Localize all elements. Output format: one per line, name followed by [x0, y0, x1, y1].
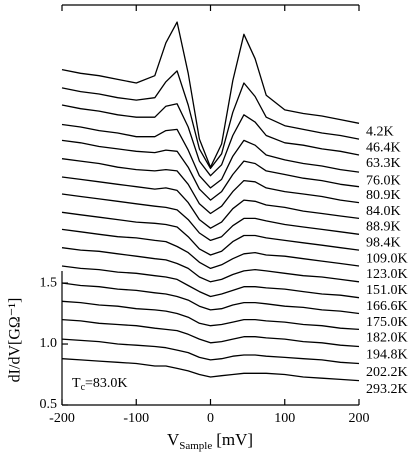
spectrum-curve [61, 282, 360, 315]
curve-label: 109.0K [366, 251, 408, 266]
curve-label: 80.9K [366, 188, 401, 203]
curve-label: 123.0K [366, 267, 408, 282]
spectrum-curve [61, 318, 360, 348]
curve-label: 84.0K [366, 204, 401, 219]
curve-label: 88.9K [366, 220, 401, 235]
y-tick-label: 1.5 [40, 275, 58, 290]
curve-label: 4.2K [366, 125, 394, 140]
spectrum-curve [61, 123, 360, 189]
spectrum-curve [61, 21, 360, 168]
curve-label: 76.0K [366, 173, 401, 188]
y-tick-label: 0.5 [40, 397, 58, 412]
x-label-main: V [167, 430, 180, 449]
spectrum-curve [61, 70, 360, 170]
y-tick-label: 1.0 [40, 336, 58, 351]
curve-label: 175.0K [366, 315, 408, 330]
curve-label: 151.0K [366, 283, 408, 298]
x-tick-label: -200 [49, 411, 75, 426]
spectrum-curve [61, 338, 360, 365]
x-tick-label: -100 [123, 411, 149, 426]
annotation-main: T [72, 376, 81, 391]
annotation-rest: =83.0K [85, 376, 128, 391]
spectrum-curve [61, 211, 360, 256]
x-tick-label: 100 [274, 411, 295, 426]
y-axis-label: dI/dV[GΩ⁻¹] [7, 298, 24, 383]
spectrum-curve [61, 247, 360, 283]
x-tick-label: 0 [207, 411, 214, 426]
spectrum-curve [61, 176, 360, 229]
annotation: Tc=83.0K [72, 376, 128, 393]
curve-label: 166.6K [366, 299, 408, 314]
spectrum-curve [61, 265, 360, 299]
curve-label: 182.0K [366, 331, 408, 346]
spectrum-curve [61, 158, 360, 215]
curve-label: 98.4K [366, 235, 401, 250]
curve-label: 202.2K [366, 365, 408, 380]
curve-label: 194.8K [366, 348, 408, 363]
x-axis-label: VSample [mV] [167, 430, 253, 452]
annotation-subscript: c [81, 382, 86, 393]
curve-label: 63.3K [366, 156, 401, 171]
spectrum-curve [61, 103, 360, 177]
spectrum-curve [61, 358, 360, 382]
x-tick-label: 200 [349, 411, 370, 426]
x-label-subscript: Sample [179, 440, 212, 452]
curve-label: 293.2K [366, 382, 408, 397]
spectrum-curve [61, 139, 360, 201]
spectrum-curve [61, 300, 360, 331]
spectrum-curve [61, 228, 360, 270]
curve-label: 46.4K [366, 140, 401, 155]
x-label-unit: [mV] [216, 430, 253, 449]
spectrum-curve [61, 193, 360, 242]
